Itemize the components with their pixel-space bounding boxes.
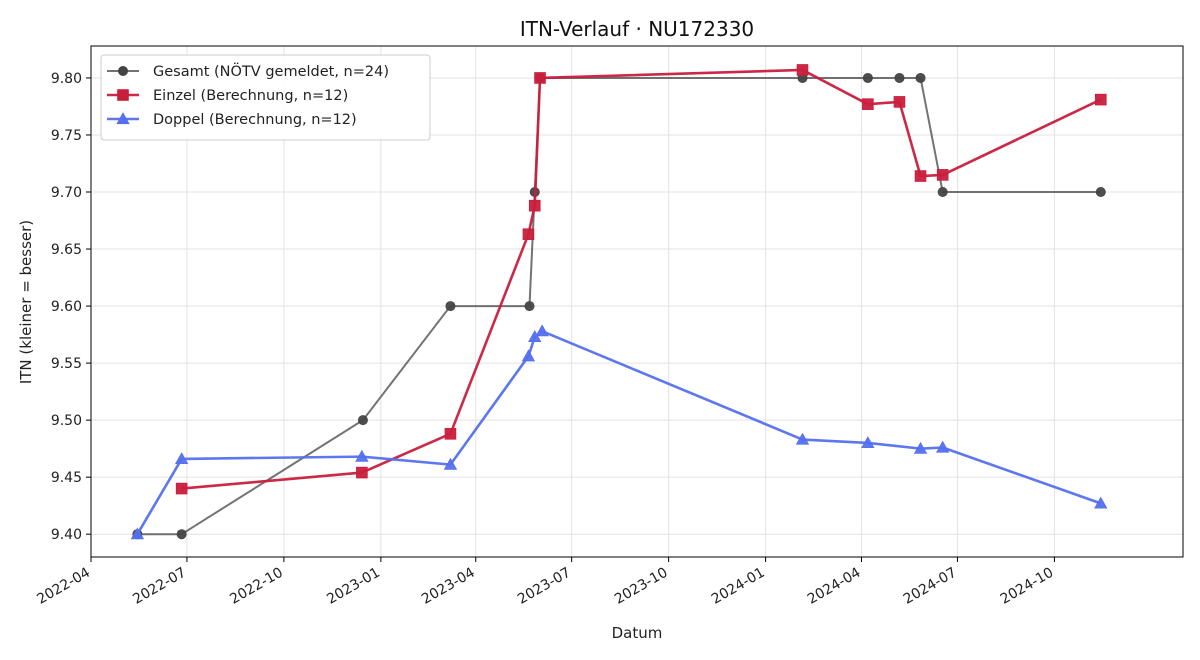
doppel-point — [795, 432, 810, 445]
doppel-point — [1094, 496, 1108, 509]
einzel-legend-label: Einzel (Berechnung, n=12) — [153, 88, 348, 104]
einzel-point — [522, 228, 535, 241]
y-axis: 9.40 9.45 9.50 9.55 9.60 9.65 9.70 9.75 9.80 — [51, 71, 91, 543]
x-tick-label: 2022-10 — [227, 565, 286, 608]
y-axis-label: ITN (kleiner = besser) — [17, 220, 35, 384]
gesamt-legend-label: Gesamt (NÖTV gemeldet, n=24) — [153, 62, 389, 80]
x-tick-label: 2022-07 — [130, 565, 189, 608]
einzel-point — [534, 72, 546, 84]
doppel-legend-marker — [116, 112, 130, 125]
einzel-point — [175, 482, 188, 495]
plot-frame — [90, 45, 1184, 558]
doppel-point — [861, 436, 875, 449]
x-tick-label: 2024-04 — [805, 565, 864, 608]
doppel-point — [521, 349, 536, 362]
chart-title: ITN-Verlauf · NU172330 — [520, 17, 754, 41]
doppel-series — [130, 324, 1108, 540]
doppel-point — [130, 527, 145, 540]
doppel-point — [913, 441, 928, 454]
doppel-point — [443, 457, 458, 470]
x-tick-label: 2023-01 — [324, 565, 383, 608]
doppel-point — [355, 449, 369, 462]
x-tick-label: 2024-10 — [998, 565, 1057, 608]
doppel-line — [136, 329, 1102, 535]
gesamt-point — [937, 186, 948, 197]
x-tick-label: 2024-01 — [709, 565, 768, 608]
einzel-point — [936, 169, 949, 181]
doppel-point — [935, 440, 950, 453]
gesamt-point — [524, 301, 535, 312]
doppel-point — [174, 452, 189, 464]
gesamt-point — [357, 415, 368, 426]
y-tick-label: 9.60 — [51, 299, 82, 315]
x-tick-label: 2023-10 — [612, 565, 671, 608]
y-tick-label: 9.65 — [51, 242, 82, 258]
einzel-point — [796, 64, 809, 76]
y-tick-label: 9.50 — [51, 413, 82, 429]
einzel-series — [175, 64, 1107, 495]
einzel-legend-marker — [117, 89, 129, 101]
gesamt-point — [862, 72, 873, 83]
einzel-point — [444, 428, 457, 440]
y-tick-label: 9.70 — [51, 185, 82, 201]
gesamt-point — [894, 72, 905, 83]
einzel-point — [528, 199, 541, 212]
y-tick-label: 9.45 — [51, 470, 82, 486]
einzel-point — [356, 466, 368, 479]
y-tick-label: 9.40 — [51, 527, 82, 543]
einzel-point — [1094, 93, 1107, 106]
y-tick-label: 9.80 — [51, 71, 82, 87]
x-axis-label: Datum — [612, 624, 663, 642]
x-tick-label: 2023-04 — [419, 565, 478, 608]
gesamt-point — [1095, 186, 1106, 197]
gesamt-point — [445, 301, 456, 312]
x-tick-label: 2022-04 — [34, 565, 93, 608]
grid-lines — [90, 46, 1183, 557]
y-tick-label: 9.55 — [51, 356, 82, 372]
gesamt-point — [176, 529, 187, 540]
einzel-point — [914, 170, 927, 182]
gesamt-legend-marker — [118, 66, 129, 77]
x-tick-label: 2023-07 — [515, 565, 574, 608]
legend: Gesamt (NÖTV gemeldet, n=24) Einzel (Bere… — [100, 54, 431, 141]
einzel-point — [862, 98, 874, 110]
x-axis: 2022-04 2022-07 2022-10 2023-01 2023-04 2023-… — [34, 557, 1056, 608]
x-tick-label: 2024-07 — [901, 565, 960, 608]
einzel-point — [893, 96, 906, 108]
gesamt-point — [915, 72, 926, 83]
y-tick-label: 9.75 — [51, 128, 82, 144]
doppel-point — [535, 324, 549, 337]
legend-box — [100, 54, 431, 141]
plot-area — [130, 64, 1108, 540]
doppel-legend-label: Doppel (Berechnung, n=12) — [153, 112, 357, 128]
